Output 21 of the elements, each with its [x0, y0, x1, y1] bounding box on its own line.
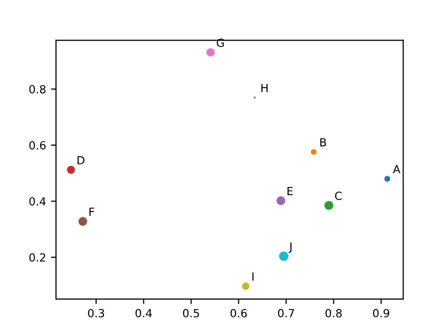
x-tick-label: 0.7 — [278, 308, 294, 318]
annotation: F — [89, 208, 94, 216]
y-tick-label: 0.4 — [29, 197, 46, 206]
annotation: J — [288, 242, 292, 253]
x-tick-label: 0.5 — [183, 308, 199, 318]
annotation: C — [335, 192, 342, 200]
x-tick-label: 0.8 — [326, 308, 342, 318]
annotation: B — [320, 138, 326, 146]
x-tick-label: 0.6 — [230, 308, 247, 318]
x-tick-label: 0.4 — [136, 308, 152, 318]
x-tick-label: 0.9 — [373, 308, 390, 318]
x-tick-label: 0.3 — [88, 308, 104, 318]
y-tick-label: 0.6 — [29, 141, 46, 150]
annotation: G — [216, 38, 224, 47]
annotation: A — [392, 165, 400, 174]
annotation: H — [261, 84, 268, 92]
annotation: D — [78, 156, 84, 164]
y-tick-label: 0.8 — [29, 85, 46, 94]
annotation: I — [252, 272, 254, 281]
y-tick-label: 0.2 — [29, 253, 46, 262]
annotation: E — [288, 186, 293, 196]
